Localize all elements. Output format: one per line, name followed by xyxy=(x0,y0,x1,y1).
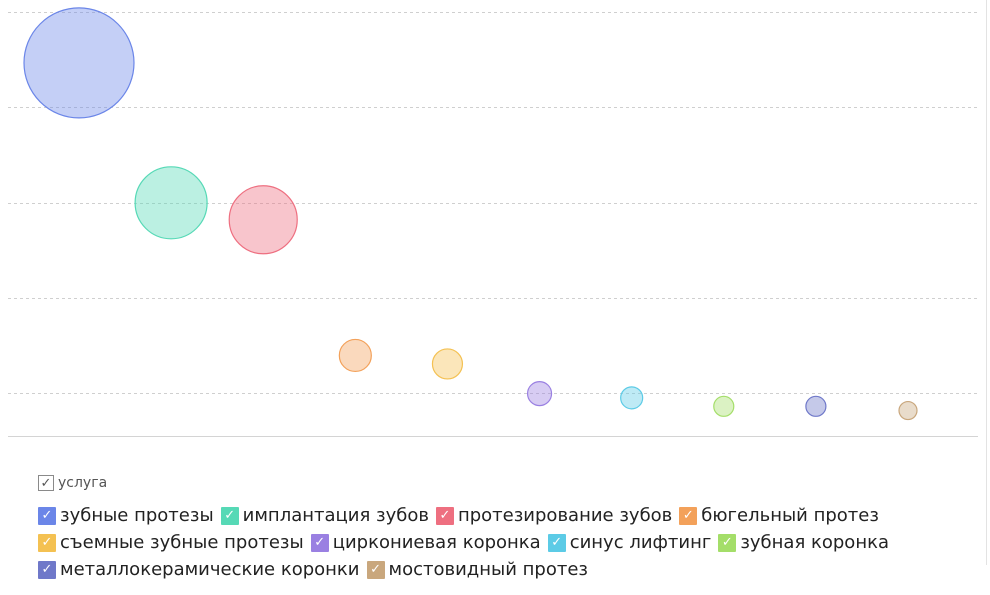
legend-item-7[interactable]: ✓ синус лифтинг xyxy=(547,532,712,553)
bubble-9[interactable] xyxy=(805,395,827,417)
legend-checkbox-2[interactable]: ✓ xyxy=(220,506,239,525)
legend-item-2[interactable]: ✓ имплантация зубов xyxy=(220,505,429,526)
legend-row-2: ✓ съемные зубные протезы ✓ циркониевая коро… xyxy=(38,529,896,556)
legend-item-4[interactable]: ✓ бюгельный протез xyxy=(679,505,879,526)
bubble-1[interactable] xyxy=(23,7,135,119)
legend-items: ✓ зубные протезы ✓ имплантация зубов ✓ протез… xyxy=(38,502,896,583)
legend-label-2: имплантация зубов xyxy=(242,505,429,526)
legend-label-8: зубная коронка xyxy=(740,532,889,553)
legend-item-5[interactable]: ✓ съемные зубные протезы xyxy=(38,532,304,553)
panel-divider xyxy=(986,0,987,565)
bubble-7[interactable] xyxy=(620,386,644,410)
legend-checkbox-1[interactable]: ✓ xyxy=(38,506,56,525)
bubble-4[interactable] xyxy=(338,338,372,373)
legend-checkbox-9[interactable]: ✓ xyxy=(38,560,56,579)
legend-label-4: бюгельный протез xyxy=(701,505,879,526)
legend-checkbox-6[interactable]: ✓ xyxy=(310,533,329,552)
legend-checkbox-10[interactable]: ✓ xyxy=(366,560,385,579)
bubbles xyxy=(23,7,918,421)
legend-item-6[interactable]: ✓ циркониевая коронка xyxy=(310,532,541,553)
legend-item-3[interactable]: ✓ протезирование зубов xyxy=(435,505,673,526)
legend-item-1[interactable]: ✓ зубные протезы xyxy=(38,505,214,526)
legend-item-9[interactable]: ✓ металлокерамические коронки xyxy=(38,559,360,580)
bubble-10[interactable] xyxy=(898,400,918,421)
legend-row-1: ✓ зубные протезы ✓ имплантация зубов ✓ протез… xyxy=(38,502,896,529)
legend-label-7: синус лифтинг xyxy=(569,532,712,553)
legend-label-9: металлокерамические коронки xyxy=(60,559,360,580)
legend-checkbox-8[interactable]: ✓ xyxy=(718,533,737,552)
bubble-3[interactable] xyxy=(228,185,298,255)
legend-label-10: мостовидный протез xyxy=(388,559,588,580)
legend-label-3: протезирование зубов xyxy=(457,505,673,526)
legend-checkbox-3[interactable]: ✓ xyxy=(435,506,454,525)
legend-checkbox-4[interactable]: ✓ xyxy=(679,506,698,525)
bubble-chart xyxy=(8,7,978,437)
legend-checkbox-7[interactable]: ✓ xyxy=(547,533,566,552)
legend-title[interactable]: ✓ услуга xyxy=(38,472,896,494)
legend-checkbox-5[interactable]: ✓ xyxy=(38,533,56,552)
legend-title-label: услуга xyxy=(58,475,108,491)
bubble-5[interactable] xyxy=(431,348,464,380)
legend-label-1: зубные протезы xyxy=(60,505,214,526)
legend-item-10[interactable]: ✓ мостовидный протез xyxy=(366,559,588,580)
legend: ✓ услуга ✓ зубные протезы ✓ имплантация зуб… xyxy=(38,472,896,583)
legend-item-8[interactable]: ✓ зубная коронка xyxy=(718,532,889,553)
legend-title-checkbox[interactable]: ✓ xyxy=(38,475,54,491)
bubble-8[interactable] xyxy=(713,395,735,417)
legend-row-3: ✓ металлокерамические коронки ✓ мостовидный… xyxy=(38,556,896,583)
legend-label-5: съемные зубные протезы xyxy=(60,532,304,553)
bubble-2[interactable] xyxy=(134,166,208,240)
legend-label-6: циркониевая коронка xyxy=(332,532,541,553)
bubble-6[interactable] xyxy=(526,381,553,407)
